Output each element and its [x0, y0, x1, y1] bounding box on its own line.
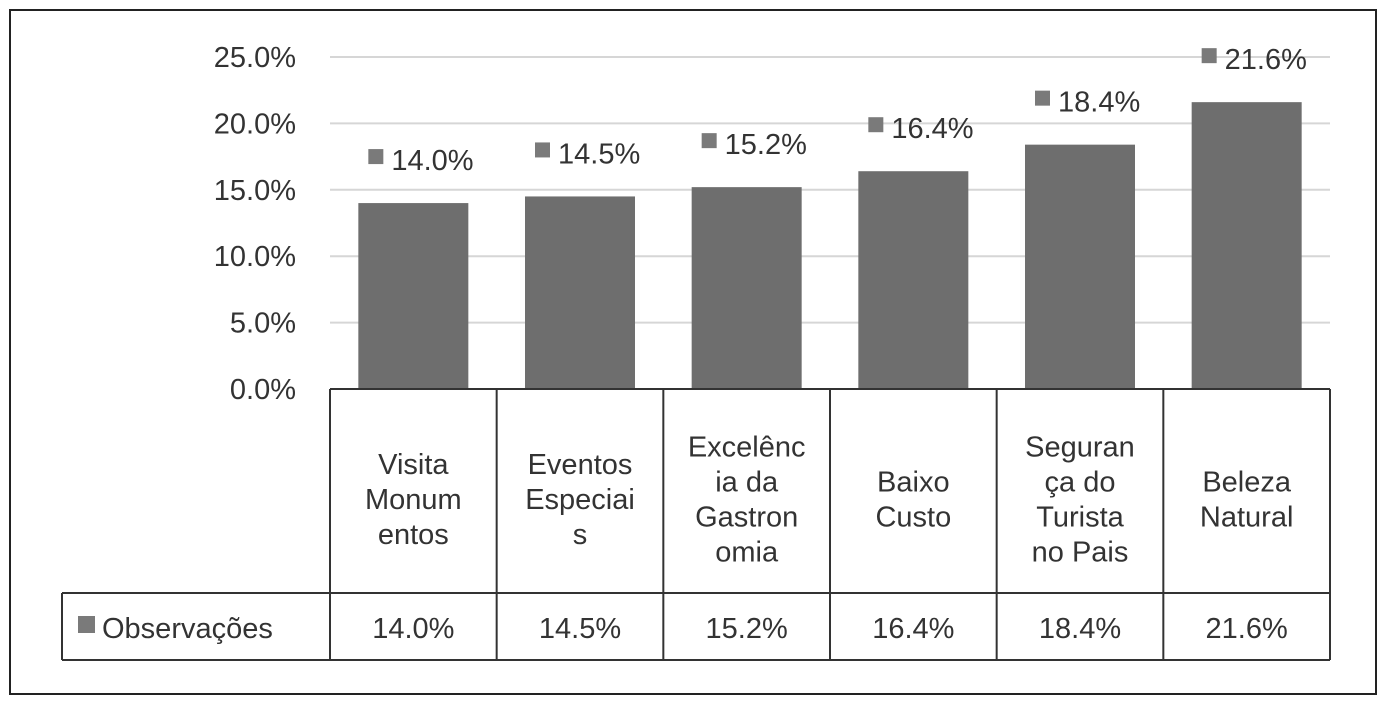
bar: [1025, 144, 1135, 389]
y-axis-ticks: 0.0% 5.0% 10.0% 15.0% 20.0% 25.0%: [214, 42, 296, 406]
data-labels: 14.0% 14.5% 15.2% 16.4% 18.4% 21.6%: [368, 44, 1307, 177]
data-label-marker: [1201, 48, 1217, 64]
bar: [858, 171, 969, 389]
table-value-cell: 14.5%: [539, 613, 621, 645]
table-value-cell: 14.0%: [372, 613, 454, 645]
data-label: 14.5%: [558, 138, 640, 170]
legend-key: [78, 616, 95, 633]
bar: [525, 196, 635, 389]
data-label-marker: [368, 149, 384, 165]
category-label: Visita Monum entos: [365, 449, 462, 551]
bars: [358, 102, 1302, 389]
data-label: 15.2%: [725, 129, 807, 161]
table-value-cell: 18.4%: [1039, 613, 1121, 645]
bar: [1191, 102, 1302, 389]
y-tick-label: 25.0%: [214, 42, 296, 74]
data-table: Visita Monum entos Eventos Especiai s Excelênc…: [61, 388, 1331, 661]
table-value-cell: 16.4%: [872, 613, 954, 645]
data-label: 18.4%: [1058, 87, 1140, 119]
data-label: 21.6%: [1225, 44, 1307, 76]
category-label: Excelênc ia da Gastron omia: [688, 432, 806, 569]
legend-series-name: Observações: [102, 613, 273, 645]
data-label: 14.0%: [391, 145, 473, 177]
table-value-cell: 15.2%: [706, 613, 788, 645]
data-label-marker: [535, 142, 550, 158]
table-value-cell: 21.6%: [1206, 613, 1288, 645]
data-label-marker: [1035, 90, 1050, 106]
category-label: Beleza Natural: [1200, 467, 1294, 534]
y-tick-label: 5.0%: [230, 308, 296, 340]
y-tick-label: 0.0%: [230, 374, 296, 406]
data-label-marker: [701, 133, 717, 149]
y-tick-label: 20.0%: [214, 108, 296, 140]
category-label: Eventos Especiai s: [525, 449, 635, 551]
bar: [691, 187, 802, 389]
y-tick-label: 15.0%: [214, 175, 296, 207]
data-label: 16.4%: [891, 113, 973, 145]
category-label: Baixo Custo: [875, 467, 951, 534]
gridlines: [330, 56, 1330, 324]
bar: [358, 203, 469, 389]
data-label-marker: [868, 117, 884, 133]
y-tick-label: 10.0%: [214, 241, 296, 273]
category-label: Seguran ça do Turista no Pais: [1025, 432, 1135, 569]
